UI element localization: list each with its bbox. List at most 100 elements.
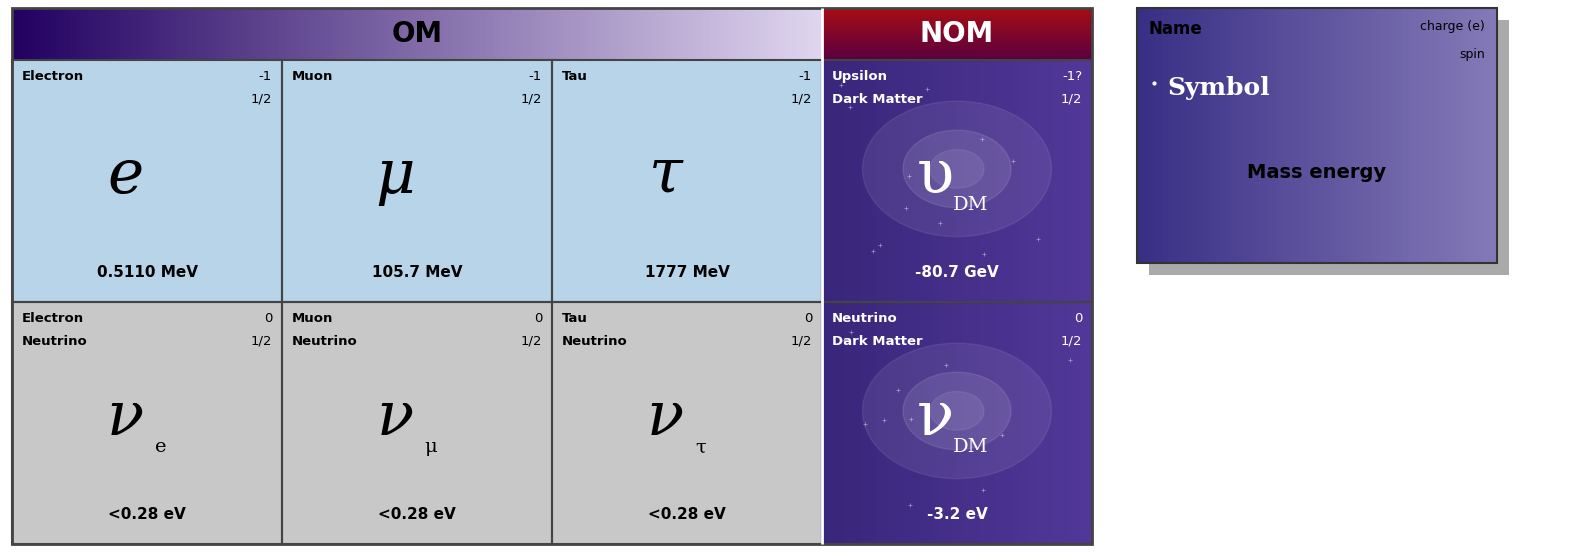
Text: Neutrino: Neutrino <box>292 335 357 348</box>
Bar <box>687 8 690 60</box>
Text: μ: μ <box>376 146 416 206</box>
Bar <box>145 8 147 60</box>
Bar <box>177 8 180 60</box>
Bar <box>1425 8 1427 263</box>
Text: <0.28 eV: <0.28 eV <box>108 507 186 522</box>
Bar <box>850 60 854 302</box>
Bar <box>571 8 574 60</box>
Bar <box>1368 8 1369 263</box>
Bar <box>811 8 815 60</box>
Bar <box>260 8 263 60</box>
Bar <box>1393 8 1396 263</box>
Text: 1/2: 1/2 <box>250 335 273 348</box>
Text: Tau: Tau <box>563 312 588 325</box>
Bar <box>1017 60 1022 302</box>
Bar <box>1301 8 1302 263</box>
Bar <box>298 8 301 60</box>
Ellipse shape <box>929 150 983 188</box>
Text: -1: -1 <box>258 70 273 83</box>
Bar <box>512 8 515 60</box>
Bar <box>725 8 727 60</box>
Text: <0.28 eV: <0.28 eV <box>649 507 725 522</box>
Bar <box>593 8 595 60</box>
Text: Name: Name <box>1149 20 1203 38</box>
Bar <box>773 8 776 60</box>
Bar <box>706 8 709 60</box>
Bar <box>1140 8 1141 263</box>
Bar <box>563 8 566 60</box>
Bar <box>595 8 598 60</box>
Bar <box>112 8 115 60</box>
Bar <box>1235 8 1239 263</box>
Bar <box>1044 60 1049 302</box>
Bar <box>371 8 375 60</box>
Bar <box>1463 8 1466 263</box>
Bar <box>620 8 622 60</box>
Bar <box>461 8 462 60</box>
Bar <box>115 8 118 60</box>
Bar <box>282 60 552 302</box>
Bar <box>1189 8 1192 263</box>
Text: 1/2: 1/2 <box>791 335 811 348</box>
Bar <box>558 8 559 60</box>
Bar <box>1382 8 1384 263</box>
Bar <box>823 60 827 302</box>
Bar <box>1211 8 1213 263</box>
Bar <box>56 8 57 60</box>
Bar <box>411 8 414 60</box>
Bar <box>99 8 100 60</box>
Bar <box>244 8 247 60</box>
Bar <box>695 8 698 60</box>
Bar <box>1184 8 1188 263</box>
Bar <box>375 8 376 60</box>
Bar <box>781 8 784 60</box>
Bar <box>897 302 902 544</box>
Bar <box>765 8 768 60</box>
Bar <box>1197 8 1199 263</box>
Bar <box>832 60 838 302</box>
Text: 0: 0 <box>534 312 542 325</box>
Bar <box>120 8 123 60</box>
Bar <box>990 60 995 302</box>
Bar <box>859 60 866 302</box>
Bar <box>1081 60 1087 302</box>
Bar <box>1307 8 1310 263</box>
Bar <box>520 8 523 60</box>
Text: Electron: Electron <box>22 70 84 83</box>
Ellipse shape <box>929 391 983 430</box>
Bar <box>854 60 859 302</box>
Bar <box>1017 302 1022 544</box>
Bar <box>963 302 968 544</box>
Bar <box>625 8 628 60</box>
Bar <box>752 8 754 60</box>
Bar <box>628 8 630 60</box>
Bar <box>387 8 391 60</box>
Bar <box>57 8 61 60</box>
Bar <box>1071 302 1076 544</box>
Bar <box>1137 8 1140 263</box>
Bar <box>391 8 392 60</box>
Bar <box>754 8 757 60</box>
Bar <box>909 302 913 544</box>
Bar <box>22 8 26 60</box>
Bar <box>163 8 166 60</box>
Bar <box>126 8 128 60</box>
Text: 1/2: 1/2 <box>1060 335 1082 348</box>
Bar <box>807 8 808 60</box>
Bar <box>155 8 158 60</box>
Bar <box>45 8 48 60</box>
Bar <box>349 8 352 60</box>
Bar <box>1372 8 1374 263</box>
Bar <box>65 8 69 60</box>
Bar <box>493 8 496 60</box>
Bar <box>480 8 481 60</box>
Bar <box>703 8 706 60</box>
Bar <box>242 8 244 60</box>
Bar <box>1159 8 1160 263</box>
Bar <box>649 8 652 60</box>
Bar <box>779 8 781 60</box>
Bar <box>968 302 974 544</box>
Bar <box>312 8 314 60</box>
Bar <box>355 8 357 60</box>
Bar <box>118 8 120 60</box>
